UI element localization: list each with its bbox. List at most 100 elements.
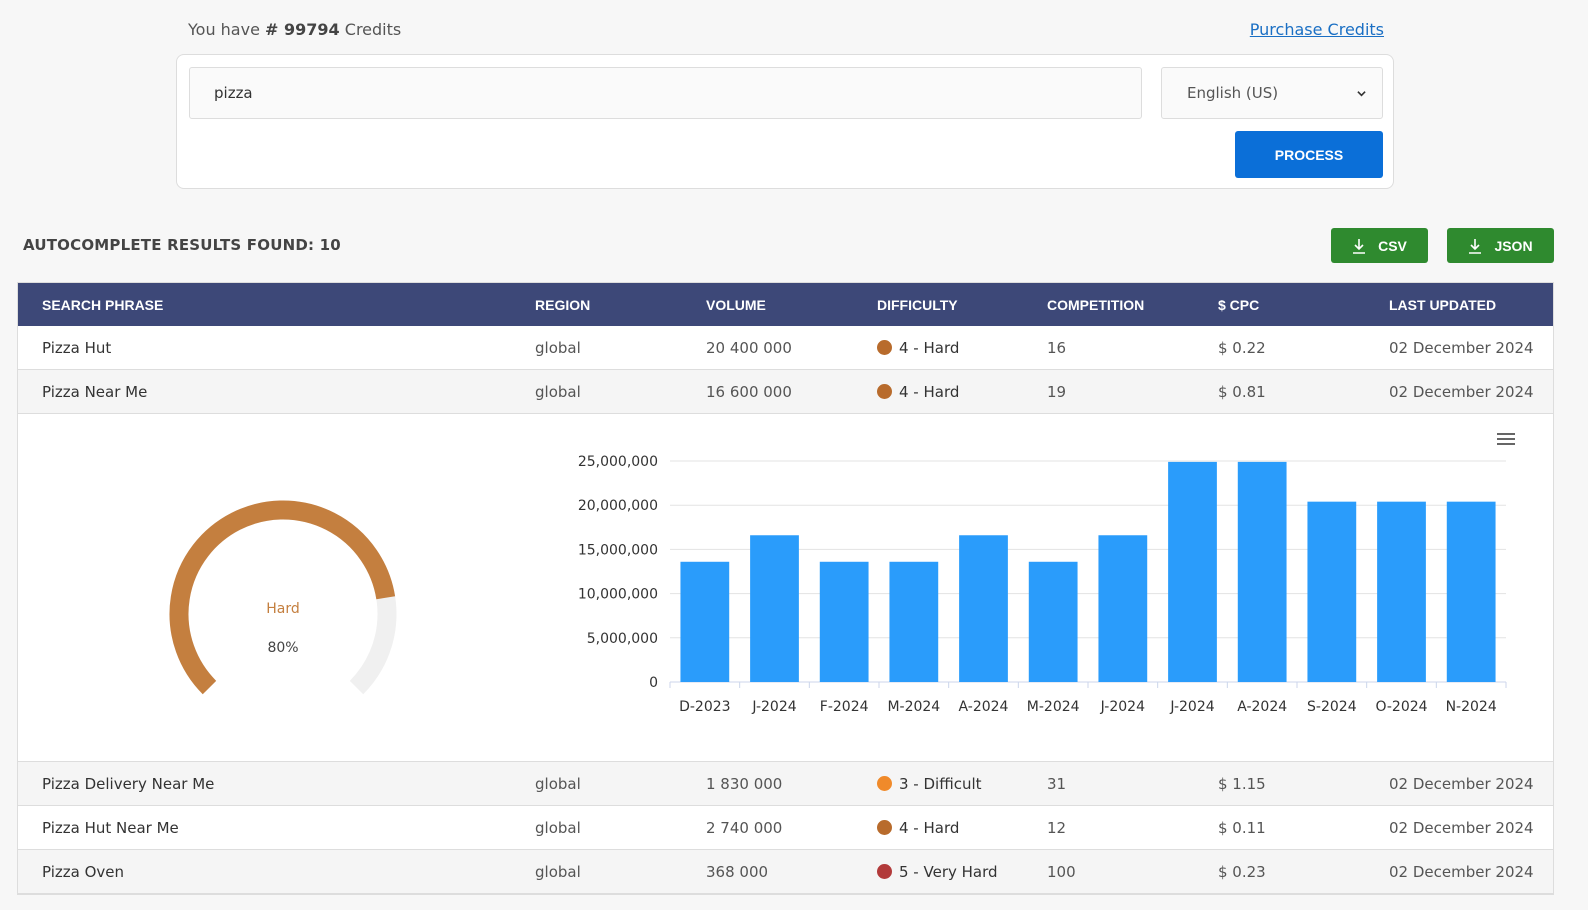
header-difficulty[interactable]: DIFFICULTY bbox=[877, 296, 958, 313]
x-tick-label: M-2024 bbox=[1027, 699, 1080, 715]
header-cpc[interactable]: $ CPC bbox=[1218, 296, 1260, 313]
volume-bar-chart: 0 5,000,000 10,000,000 15,000,000 20,000,000… bbox=[578, 454, 1507, 715]
download-icon bbox=[1469, 238, 1482, 254]
row-difficulty: 3 - Difficult bbox=[877, 762, 982, 805]
row-volume: 20 400 000 bbox=[706, 338, 792, 357]
x-tick-label: D-2023 bbox=[679, 699, 730, 715]
x-tick-label: S-2024 bbox=[1307, 699, 1357, 715]
row-updated: 02 December 2024 bbox=[1389, 338, 1534, 357]
header-competition[interactable]: COMPETITION bbox=[1047, 296, 1145, 313]
table-row[interactable]: Pizza Hut Near Me global 2 740 000 4 - H… bbox=[18, 806, 1553, 850]
difficulty-dot bbox=[877, 384, 892, 399]
header-search-phrase[interactable]: SEARCH PHRASE bbox=[42, 296, 164, 313]
difficulty-dot bbox=[877, 776, 892, 791]
volume-bar bbox=[959, 535, 1008, 682]
table-header: SEARCH PHRASE REGION VOLUME DIFFICULTY C… bbox=[18, 283, 1553, 326]
table-row[interactable]: Pizza Near Me global 16 600 000 4 - Hard… bbox=[18, 370, 1553, 414]
x-tick-label: A-2024 bbox=[1237, 699, 1287, 715]
row-region: global bbox=[535, 338, 581, 357]
language-select-value: English (US) bbox=[1187, 84, 1279, 102]
download-json-button[interactable]: JSON bbox=[1447, 228, 1554, 263]
row-difficulty-label: 4 - Hard bbox=[899, 382, 960, 401]
row-updated: 02 December 2024 bbox=[1389, 862, 1534, 881]
gauge-label: Hard bbox=[266, 601, 300, 617]
y-tick-label: 15,000,000 bbox=[578, 542, 658, 558]
volume-bar bbox=[750, 535, 799, 682]
row-phrase: Pizza Hut bbox=[42, 338, 112, 357]
row-phrase: Pizza Near Me bbox=[42, 382, 148, 401]
y-tick-label: 10,000,000 bbox=[578, 587, 658, 603]
chart-menu-icon[interactable] bbox=[1496, 432, 1516, 446]
language-select[interactable]: English (US) bbox=[1161, 67, 1383, 119]
row-volume: 1 830 000 bbox=[706, 774, 783, 793]
volume-bar bbox=[1307, 501, 1357, 682]
x-tick-label: F-2024 bbox=[820, 699, 869, 715]
credits-hash: # bbox=[265, 19, 279, 39]
row-cpc: $ 0.81 bbox=[1218, 382, 1266, 401]
credits-amount: # 99794 bbox=[265, 20, 340, 39]
results-table: SEARCH PHRASE REGION VOLUME DIFFICULTY C… bbox=[17, 282, 1554, 895]
row-competition: 19 bbox=[1047, 382, 1067, 401]
row-phrase: Pizza Hut Near Me bbox=[42, 818, 179, 837]
search-input[interactable] bbox=[189, 67, 1142, 119]
volume-bar bbox=[819, 561, 869, 682]
y-tick-label: 5,000,000 bbox=[587, 631, 658, 647]
gauge-percent: 80% bbox=[267, 640, 298, 656]
row-difficulty: 4 - Hard bbox=[877, 326, 959, 369]
difficulty-dot bbox=[877, 820, 892, 835]
header-volume[interactable]: VOLUME bbox=[706, 296, 766, 313]
row-competition: 31 bbox=[1047, 774, 1067, 793]
row-difficulty-label: 5 - Very Hard bbox=[899, 862, 998, 881]
table-row[interactable]: Pizza Hut global 20 400 000 4 - Hard 16 … bbox=[18, 326, 1553, 370]
row-volume: 16 600 000 bbox=[706, 382, 792, 401]
row-region: global bbox=[535, 862, 581, 881]
row-volume: 2 740 000 bbox=[706, 818, 783, 837]
row-cpc: $ 1.15 bbox=[1218, 774, 1266, 793]
table-row[interactable]: Pizza Oven global 368 000 5 - Very Hard … bbox=[18, 850, 1553, 894]
row-difficulty: 4 - Hard bbox=[877, 806, 959, 849]
difficulty-gauge: Hard 80% bbox=[169, 500, 397, 695]
credits-bar: You have # 99794 Credits Purchase Credit… bbox=[188, 16, 1398, 42]
volume-bar bbox=[1098, 535, 1148, 682]
row-region: global bbox=[535, 774, 581, 793]
credits-text: You have # 99794 Credits bbox=[188, 20, 401, 39]
gauge-fill bbox=[169, 500, 396, 695]
difficulty-dot bbox=[877, 340, 892, 355]
volume-bar bbox=[1377, 501, 1426, 682]
row-phrase: Pizza Oven bbox=[42, 862, 125, 881]
volume-bar bbox=[1028, 561, 1078, 682]
volume-bar bbox=[889, 561, 939, 682]
table-row[interactable]: Pizza Delivery Near Me global 1 830 000 … bbox=[18, 762, 1553, 806]
download-json-label: JSON bbox=[1494, 237, 1533, 254]
row-difficulty: 4 - Hard bbox=[877, 370, 959, 413]
x-tick-label: J-2024 bbox=[1100, 699, 1145, 715]
row-difficulty-label: 4 - Hard bbox=[899, 818, 960, 837]
row-updated: 02 December 2024 bbox=[1389, 382, 1534, 401]
row-cpc: $ 0.11 bbox=[1218, 818, 1266, 837]
row-difficulty: 5 - Very Hard bbox=[877, 850, 998, 893]
y-tick-label: 20,000,000 bbox=[578, 498, 658, 514]
credits-number: 99794 bbox=[284, 19, 340, 39]
row-region: global bbox=[535, 818, 581, 837]
credits-prefix: You have bbox=[188, 19, 260, 39]
x-tick-label: M-2024 bbox=[887, 699, 940, 715]
row-cpc: $ 0.23 bbox=[1218, 862, 1266, 881]
download-icon bbox=[1353, 238, 1366, 254]
volume-bar bbox=[680, 561, 730, 682]
row-phrase: Pizza Delivery Near Me bbox=[42, 774, 215, 793]
download-csv-button[interactable]: CSV bbox=[1331, 228, 1428, 263]
row-detail-panel: Hard 80% 0 5,000,000 10,000,000 15,000,000 2… bbox=[18, 414, 1553, 762]
x-tick-label: O-2024 bbox=[1375, 699, 1427, 715]
process-button[interactable]: PROCESS bbox=[1235, 131, 1383, 178]
x-tick-label: J-2024 bbox=[751, 699, 796, 715]
header-last-updated[interactable]: LAST UPDATED bbox=[1389, 296, 1497, 313]
row-competition: 16 bbox=[1047, 338, 1067, 357]
header-region[interactable]: REGION bbox=[535, 296, 591, 313]
x-tick-label: A-2024 bbox=[959, 699, 1009, 715]
row-updated: 02 December 2024 bbox=[1389, 818, 1534, 837]
difficulty-dot bbox=[877, 864, 892, 879]
purchase-credits-link[interactable]: Purchase Credits bbox=[1249, 19, 1384, 39]
row-competition: 100 bbox=[1047, 862, 1076, 881]
y-tick-label: 25,000,000 bbox=[578, 454, 658, 470]
row-cpc: $ 0.22 bbox=[1218, 338, 1266, 357]
